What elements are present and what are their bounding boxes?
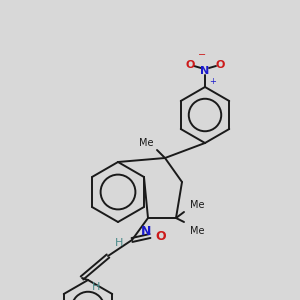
Text: N: N (141, 225, 151, 238)
Text: Me: Me (139, 138, 153, 148)
Text: H: H (115, 238, 123, 248)
Text: Me: Me (190, 226, 205, 236)
Text: O: O (155, 230, 166, 242)
Text: H: H (92, 282, 100, 292)
Text: N: N (200, 66, 210, 76)
Text: +: + (209, 77, 216, 86)
Text: O: O (185, 60, 195, 70)
Text: O: O (215, 60, 225, 70)
Text: Me: Me (190, 200, 205, 210)
Text: −: − (198, 50, 206, 60)
